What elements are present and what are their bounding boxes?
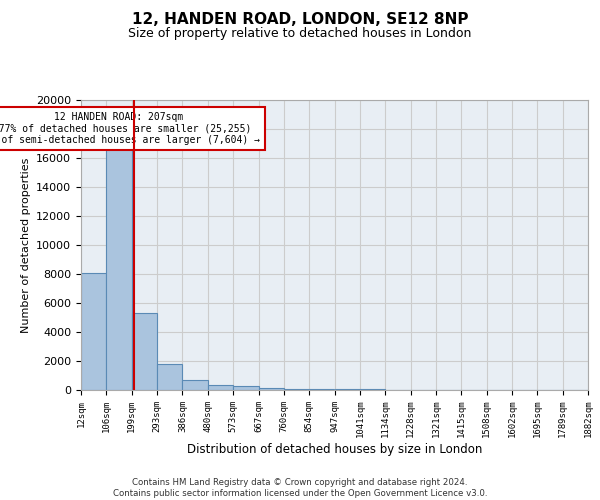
X-axis label: Distribution of detached houses by size in London: Distribution of detached houses by size … (187, 443, 482, 456)
Text: Size of property relative to detached houses in London: Size of property relative to detached ho… (128, 28, 472, 40)
Y-axis label: Number of detached properties: Number of detached properties (20, 158, 31, 332)
Bar (284, 388, 309, 390)
Bar (208, 385, 233, 390)
Bar (233, 386, 259, 390)
Bar (157, 364, 182, 390)
Bar (309, 389, 335, 390)
Text: Contains HM Land Registry data © Crown copyright and database right 2024.
Contai: Contains HM Land Registry data © Crown c… (113, 478, 487, 498)
Bar (182, 380, 208, 390)
Bar (259, 388, 284, 390)
Bar (106, 150, 132, 390)
Bar (81, 272, 106, 390)
Text: 12 HANDEN ROAD: 207sqm
← 77% of detached houses are smaller (25,255)
23% of semi: 12 HANDEN ROAD: 207sqm ← 77% of detached… (0, 112, 260, 145)
Bar (132, 313, 157, 390)
Text: 12, HANDEN ROAD, LONDON, SE12 8NP: 12, HANDEN ROAD, LONDON, SE12 8NP (132, 12, 468, 28)
